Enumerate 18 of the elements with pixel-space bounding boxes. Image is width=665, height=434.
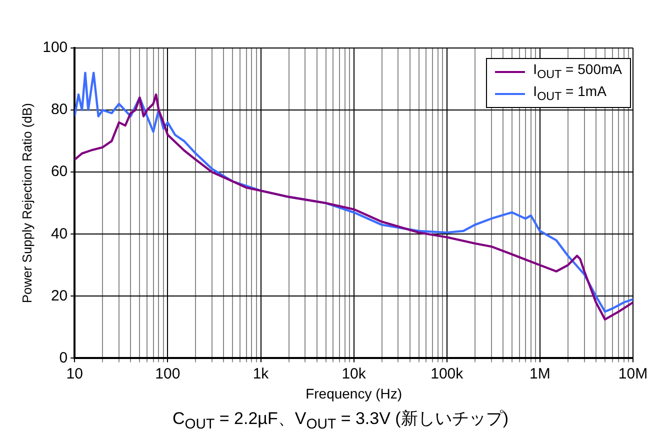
- y-tick-label: 100: [42, 39, 68, 56]
- y-tick-label: 20: [50, 287, 68, 304]
- y-tick-label: 0: [59, 349, 68, 366]
- text: C$_{OUT}$ = 2.2µF、V$_{OUT}$ = 3.3V (新しいチップ): [172, 408, 510, 432]
- y-tick-label: 80: [50, 101, 68, 118]
- x-tick-label: 10M: [618, 365, 648, 382]
- x-tick-label: 1M: [530, 365, 550, 382]
- x-axis-title: Frequency (Hz): [306, 385, 402, 402]
- x-tick-label: 100: [155, 365, 180, 382]
- y-tick-label: 40: [50, 225, 68, 242]
- legend-label: I$_{OUT}$ = 1mA: [533, 82, 606, 105]
- x-tick-label: 1k: [252, 365, 270, 382]
- x-tick-label: 10: [66, 365, 83, 382]
- x-tick-label: 10k: [342, 365, 366, 382]
- legend-label: I$_{OUT}$ = 500mA: [533, 61, 622, 83]
- y-axis-title: Power Supply Rejection Ratio (dB): [19, 103, 34, 304]
- x-tick-label: 100k: [430, 365, 464, 382]
- y-tick-label: 60: [50, 163, 68, 180]
